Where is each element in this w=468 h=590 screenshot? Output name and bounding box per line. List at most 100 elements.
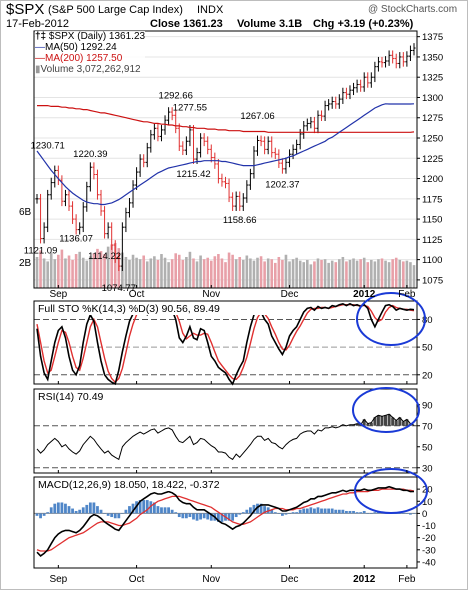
price-bar	[49, 177, 53, 200]
macd-histogram-bar	[88, 502, 92, 514]
price-bar	[263, 136, 267, 155]
macd-tick-label: -20	[422, 533, 436, 544]
macd-histogram-bar	[67, 506, 71, 514]
volume-bar	[394, 257, 398, 288]
volume-bar	[103, 254, 106, 288]
index-name: (S&P 500 Large Cap Index)	[48, 4, 183, 16]
macd-histogram-bar	[96, 506, 99, 514]
chg-label: Chg	[313, 18, 335, 30]
macd-histogram-bar	[53, 503, 57, 514]
price-tick-label: 1200	[422, 174, 443, 185]
macd-histogram-bar	[156, 506, 160, 514]
volume-bar	[85, 260, 89, 288]
macd-histogram-bar	[405, 513, 409, 514]
volume-bar	[241, 259, 245, 288]
volume-readout: Volume 3.1B	[237, 18, 302, 30]
macd-histogram-bar	[284, 513, 288, 515]
price-tick-label: 1150	[422, 215, 442, 226]
volume-bar	[281, 259, 284, 288]
price-bar	[323, 100, 327, 121]
volume-bar	[320, 259, 323, 288]
volume-bar	[213, 256, 217, 288]
price-annotation: 1277.55	[173, 103, 207, 114]
price-bar	[383, 56, 388, 68]
price-bar	[149, 129, 153, 153]
volume-bar	[81, 257, 85, 288]
price-bar	[355, 79, 359, 93]
macd-histogram-bar	[92, 502, 96, 514]
volume-bar	[298, 260, 302, 288]
macd-histogram-bar	[281, 513, 284, 516]
volume-bar	[96, 248, 99, 288]
macd-histogram-bar	[138, 500, 142, 514]
price-bar	[60, 175, 64, 207]
macd-histogram-bar	[366, 513, 370, 514]
macd-panel-border	[33, 476, 418, 569]
macd-histogram-bar	[245, 509, 249, 514]
volume-bar	[362, 257, 366, 288]
macd-histogram-bar	[120, 513, 124, 514]
price-bar	[287, 149, 292, 168]
volume-bar	[227, 252, 231, 288]
price-bar	[359, 79, 363, 92]
price-bar	[319, 110, 324, 121]
rsi-tick-label: 70	[422, 421, 433, 432]
price-bar	[138, 154, 142, 177]
macd-histogram-bar	[241, 512, 245, 514]
volume-bar	[220, 258, 224, 288]
macd-histogram-bar	[263, 506, 267, 514]
price-tick-label: 1075	[422, 275, 443, 286]
volume-bar	[252, 260, 256, 288]
macd-histogram-bar	[234, 513, 238, 518]
macd-histogram-bar	[78, 509, 82, 514]
price-bar	[295, 139, 299, 155]
price-tick-label: 1250	[422, 134, 443, 145]
sto-panel-border	[33, 300, 418, 385]
volume-bar	[234, 259, 238, 288]
rsi-tick-label: 90	[422, 400, 433, 411]
volume-bar	[245, 255, 249, 288]
macd-histogram-bar	[152, 502, 156, 514]
macd-tick-label: -40	[422, 557, 436, 568]
price-bar	[334, 96, 338, 109]
price-tick-label: 1225	[422, 154, 443, 165]
macd-histogram-bar	[184, 513, 188, 519]
volume-bar	[181, 259, 185, 288]
macd-histogram-bar	[231, 513, 235, 521]
macd-histogram-bar	[316, 507, 320, 514]
change-readout: Chg +3.19 (+0.23%)	[313, 18, 413, 30]
volume-bar	[142, 255, 145, 288]
volume-tick-label: 2B	[19, 258, 32, 269]
volume-bar	[295, 257, 298, 288]
close-value: 1361.23	[183, 18, 223, 30]
price-bar	[280, 158, 285, 174]
price-bar	[344, 87, 349, 100]
volume-bar	[327, 262, 330, 288]
price-bar	[223, 176, 228, 189]
macd-histogram-bar	[369, 513, 373, 514]
sto-tick-label: 80	[422, 315, 433, 326]
price-bar	[127, 198, 132, 218]
macd-histogram-bar	[117, 513, 121, 519]
volume-bar	[338, 259, 341, 288]
legend-price: †‡ $SPX (Daily) 1361.23	[35, 31, 146, 42]
macd-histogram-bar	[309, 507, 313, 514]
volume-bar	[273, 262, 277, 288]
volume-bar	[163, 257, 167, 288]
macd-histogram-bar	[305, 508, 309, 514]
macd-histogram-bar	[174, 512, 178, 514]
x-axis-label: Oct	[129, 574, 145, 585]
macd-line	[36, 485, 415, 557]
volume-bar	[74, 254, 78, 288]
volume-bar	[405, 260, 409, 288]
volume-bar	[366, 262, 370, 288]
price-bar	[81, 202, 85, 233]
macd-histogram-bar	[345, 510, 348, 514]
volume-bar	[160, 254, 163, 288]
sto-highlight-circle	[356, 292, 426, 346]
macd-histogram-bar	[248, 507, 252, 514]
macd-histogram-bar	[188, 513, 192, 518]
volume-bar	[202, 259, 206, 288]
volume-bar	[110, 244, 113, 288]
volume-bar	[124, 256, 128, 288]
